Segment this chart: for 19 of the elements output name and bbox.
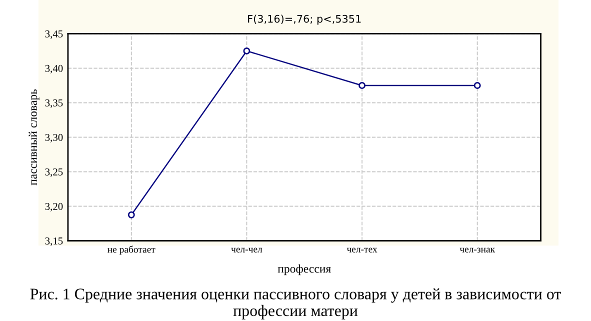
chart-title: F(3,16)=,76; p<,5351 xyxy=(248,14,361,25)
x-tick-label: чел-чел xyxy=(231,248,262,252)
y-tick-label: 3,25 xyxy=(45,168,63,177)
x-tick-label: чел-тех xyxy=(346,248,378,252)
y-tick-label: 3,30 xyxy=(45,134,63,142)
point xyxy=(243,47,250,54)
x-axis-title: профессия xyxy=(278,264,331,276)
y-tick-label: 3,45 xyxy=(45,30,63,39)
point xyxy=(128,211,135,218)
y-tick-label: 3,15 xyxy=(45,237,63,246)
point xyxy=(358,82,366,89)
x-tick-label: чел-знак xyxy=(460,248,496,252)
y-axis-title: пассивный словарь xyxy=(28,89,40,186)
y-tick-label: 3,40 xyxy=(45,64,63,74)
point xyxy=(474,82,481,89)
y-tick-label: 3,35 xyxy=(45,99,63,108)
y-tick-label: 3,20 xyxy=(45,202,63,212)
x-tick-label: не работает xyxy=(108,246,156,255)
text: Рис. 1 Средние значения оценки пассивного словаря у детей в зависимости от профессии матери xyxy=(30,288,561,320)
